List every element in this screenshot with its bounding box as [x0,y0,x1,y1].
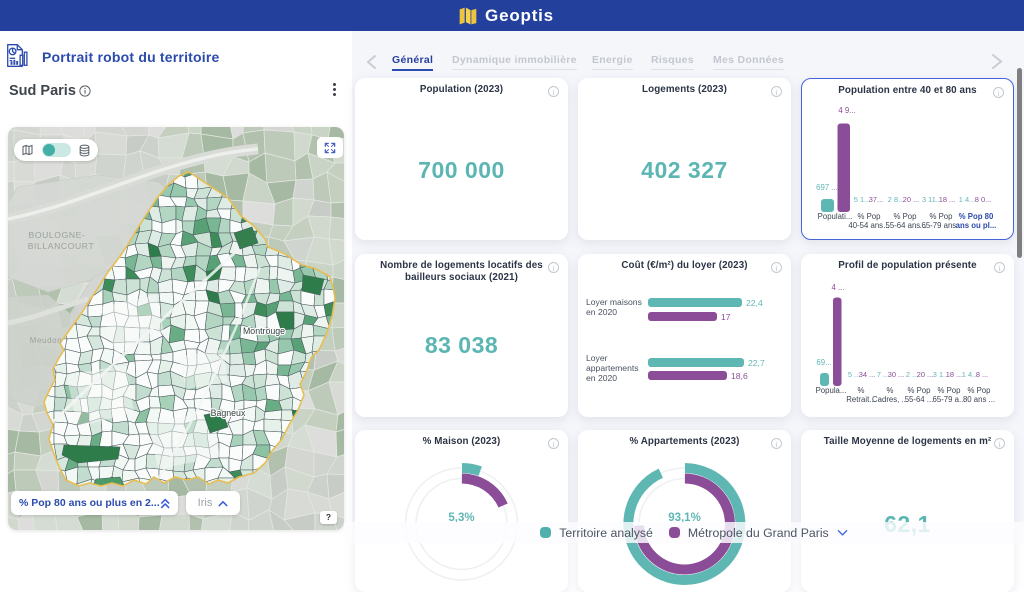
svg-text:.65-79 ans ..: .65-79 ans .. [919,221,962,230]
svg-text:% Pop: % Pop [908,386,932,395]
svg-text:Montrouge: Montrouge [243,326,285,336]
svg-text:2 8...: 2 8... [888,195,904,204]
svg-text:69...: 69... [816,358,831,367]
svg-text:20 ...: 20 ... [903,195,919,204]
svg-text:%: % [858,386,865,395]
svg-text:% Pop 80: % Pop 80 [959,212,994,221]
svg-text:5 1...: 5 1... [854,195,870,204]
svg-text:55-64 ...: 55-64 ... [905,395,934,404]
svg-text:BOULOGNE-: BOULOGNE- [29,230,86,240]
svg-text:8 ...: 8 ... [976,370,988,379]
svg-text:1 4...: 1 4... [959,195,975,204]
svg-text:BILLANCOURT: BILLANCOURT [28,241,95,251]
svg-text:7 ...: 7 ... [877,370,889,379]
svg-text:Bagneux: Bagneux [211,408,246,418]
svg-text:% Pop: % Pop [858,212,882,221]
svg-text:93,1%: 93,1% [668,512,701,524]
svg-text:en 2020: en 2020 [586,373,617,383]
svg-text:697 ...: 697 ... [816,183,838,192]
svg-text:% Pop: % Pop [968,386,992,395]
svg-text:Loyer: Loyer [586,353,608,363]
svg-text:5,3%: 5,3% [448,512,474,524]
svg-text:Populati...: Populati... [818,212,853,221]
svg-text:4 9...: 4 9... [838,106,855,115]
svg-text:Loyer maisons: Loyer maisons [586,297,642,307]
svg-text:20 ...: 20 ... [917,370,933,379]
svg-text:Retrait...: Retrait... [846,395,875,404]
svg-text:18 ...: 18 ... [939,195,955,204]
svg-text:22,7: 22,7 [748,358,765,368]
svg-text:22,4: 22,4 [746,298,763,308]
svg-text:65-79 a...: 65-79 a... [933,395,966,404]
svg-text:% Pop: % Pop [930,212,954,221]
svg-text:40-54 ans ..: 40-54 ans .. [848,221,889,230]
svg-text:appartements: appartements [586,363,639,373]
svg-text:5 ...: 5 ... [848,370,860,379]
svg-text:.55-64 ans ..: .55-64 ans .. [883,221,926,230]
svg-text:17: 17 [721,312,731,322]
svg-text:18,6: 18,6 [731,371,748,381]
svg-text:% Pop: % Pop [938,386,962,395]
svg-text:18 ...: 18 ... [946,370,962,379]
svg-text:3 11...: 3 11... [922,195,942,204]
svg-text:4 ...: 4 ... [831,283,844,292]
svg-text:%: % [887,386,894,395]
svg-text:2 ...: 2 ... [906,370,918,379]
svg-text:1 4...: 1 4... [962,370,978,379]
svg-text:37...: 37... [869,195,883,204]
svg-text:ans ou pl...: ans ou pl... [956,221,997,230]
svg-text:30 ...: 30 ... [888,370,904,379]
svg-text:3 1...: 3 1... [933,370,949,379]
svg-text:80 ans ...: 80 ans ... [963,395,995,404]
svg-text:% Pop: % Pop [894,212,918,221]
svg-text:34 ...: 34 ... [859,370,875,379]
svg-text:Cadres, ...: Cadres, ... [872,395,908,404]
svg-text:Popula...: Popula... [816,386,847,395]
svg-text:en 2020: en 2020 [586,307,617,317]
svg-text:8 0...: 8 0... [975,195,991,204]
svg-text:Meudon: Meudon [30,336,63,345]
